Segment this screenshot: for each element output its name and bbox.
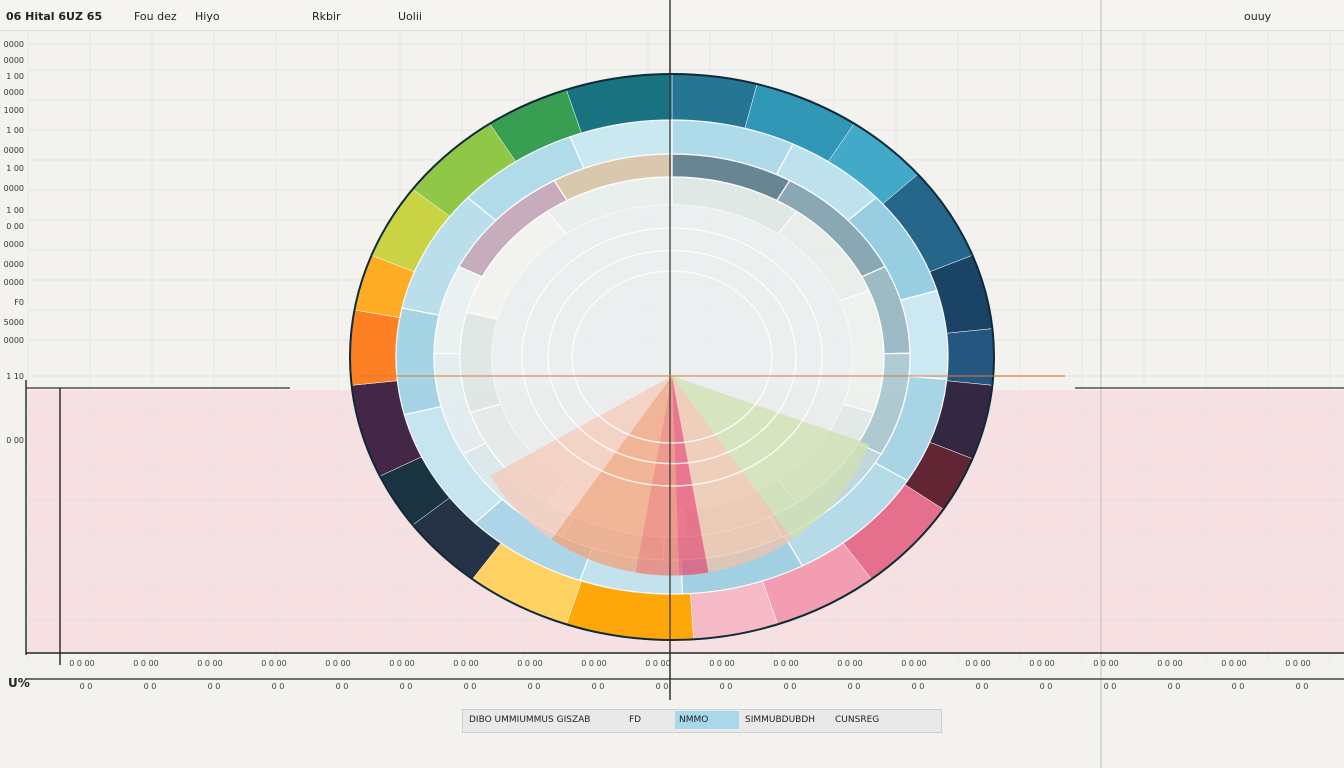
legend-item-1: DIBO UMMIUMMUS GISZAB — [469, 715, 591, 725]
x-tick-label-top: 0 0 00 — [389, 659, 414, 668]
header-label-f: ouuy — [1244, 10, 1272, 23]
y-tick-label: 0000 — [4, 40, 24, 49]
x-tick-label-top: 0 0 00 — [133, 659, 158, 668]
x-tick-label-bottom: 0 0 — [336, 682, 349, 691]
chart-legend: DIBO UMMIUMMUS GISZAB FD NMMO SIMMUBDUBD… — [462, 709, 942, 733]
wedge-slice — [672, 376, 793, 573]
header-label-a: 06 Hital 6UZ 65 — [6, 10, 103, 23]
x-tick-label-bottom: 0 0 — [1040, 682, 1053, 691]
x-tick-label-bottom: 0 0 — [976, 682, 989, 691]
x-tick-label-bottom: 0 0 — [272, 682, 285, 691]
inner-ring-line — [521, 227, 823, 487]
header-label-c: Hiyo — [195, 10, 220, 23]
header-label-d: Rkbir — [312, 10, 341, 23]
donut-outline — [349, 73, 995, 641]
legend-item-4: SIMMUBDUBDH — [745, 715, 816, 725]
x-tick-label-bottom: 0 0 — [912, 682, 925, 691]
y-tick-label: 0000 — [4, 260, 24, 269]
y-tick-label: 1 00 — [6, 164, 24, 173]
x-tick-label-bottom: 0 0 — [144, 682, 157, 691]
x-tick-label-top: 0 0 00 — [197, 659, 222, 668]
wedge-slice — [672, 376, 709, 576]
legend-item-3: NMMO — [675, 711, 739, 729]
y-tick-label: 0000 — [4, 336, 24, 345]
donut-segment — [349, 309, 401, 386]
x-tick-label-top: 0 0 00 — [517, 659, 542, 668]
legend-item-2: FD — [629, 715, 642, 725]
x-tick-label-bottom: 0 0 — [400, 682, 413, 691]
y-tick-label: 1 00 — [6, 72, 24, 81]
header-label-b: Fou dez — [134, 10, 177, 23]
x-tick-label-bottom: 0 0 — [528, 682, 541, 691]
y-tick-label: 0 00 — [6, 436, 24, 445]
x-tick-label-bottom: 0 0 — [1104, 682, 1117, 691]
wedge-slice — [551, 376, 672, 573]
x-tick-label-bottom: 0 0 — [1232, 682, 1245, 691]
inner-ring-line — [571, 270, 773, 444]
x-tick-label-bottom: 0 0 — [1296, 682, 1309, 691]
wedge-slice — [635, 376, 680, 576]
x-tick-label-bottom: 0 0 — [848, 682, 861, 691]
y-tick-label: 1 00 — [6, 206, 24, 215]
x-tick-label-bottom: 0 0 — [1168, 682, 1181, 691]
y-tick-label: 5000 — [4, 318, 24, 327]
x-tick-label-bottom: 0 0 — [720, 682, 733, 691]
x-tick-label-bottom: 0 0 — [784, 682, 797, 691]
y-tick-label: 0 00 — [6, 222, 24, 231]
header-label-e: Uolii — [398, 10, 422, 23]
wedge-slice — [490, 376, 672, 540]
y-tick-label: 1 00 — [6, 126, 24, 135]
legend-item-5: CUNSREG — [835, 715, 880, 725]
y-tick-label: 0000 — [4, 184, 24, 193]
x-tick-label-top: 0 0 00 — [453, 659, 478, 668]
y-tick-label: 0000 — [4, 56, 24, 65]
x-tick-label-bottom: 0 0 — [208, 682, 221, 691]
y-tick-label: F0 — [14, 298, 24, 307]
x-tick-label-top: 0 0 00 — [581, 659, 606, 668]
y-tick-label: 0000 — [4, 240, 24, 249]
x-tick-label-top: 0 0 00 — [645, 659, 670, 668]
x-tick-label-top: 0 0 00 — [1221, 659, 1246, 668]
x-tick-label-bottom: 0 0 — [656, 682, 669, 691]
x-axis-prefix: U% — [8, 676, 30, 690]
chart-header-bar: 06 Hital 6UZ 65 Fou dez Hiyo Rkbir Uolii… — [0, 0, 1344, 31]
x-tick-label-bottom: 0 0 — [592, 682, 605, 691]
x-tick-label-top: 0 0 00 — [1157, 659, 1182, 668]
x-tick-label-bottom: 0 0 — [80, 682, 93, 691]
x-tick-label-top: 0 0 00 — [773, 659, 798, 668]
x-tick-label-top: 0 0 00 — [837, 659, 862, 668]
x-tick-label-top: 0 0 00 — [965, 659, 990, 668]
x-tick-label-top: 0 0 00 — [325, 659, 350, 668]
y-tick-label: 1 10 — [6, 372, 24, 381]
x-tick-label-top: 0 0 00 — [709, 659, 734, 668]
inner-ring-line — [547, 249, 797, 465]
x-tick-label-top: 0 0 00 — [261, 659, 286, 668]
donut-segment — [946, 328, 995, 386]
y-tick-label: 0000 — [4, 88, 24, 97]
x-tick-label-top: 0 0 00 — [1285, 659, 1310, 668]
x-tick-label-top: 0 0 00 — [69, 659, 94, 668]
wedge-slice — [672, 376, 870, 540]
x-tick-label-top: 0 0 00 — [1029, 659, 1054, 668]
x-tick-label-top: 0 0 00 — [901, 659, 926, 668]
y-tick-label: 0000 — [4, 146, 24, 155]
x-tick-label-bottom: 0 0 — [464, 682, 477, 691]
y-tick-label: 1000 — [4, 106, 24, 115]
y-tick-label: 0000 — [4, 278, 24, 287]
x-tick-label-top: 0 0 00 — [1093, 659, 1118, 668]
